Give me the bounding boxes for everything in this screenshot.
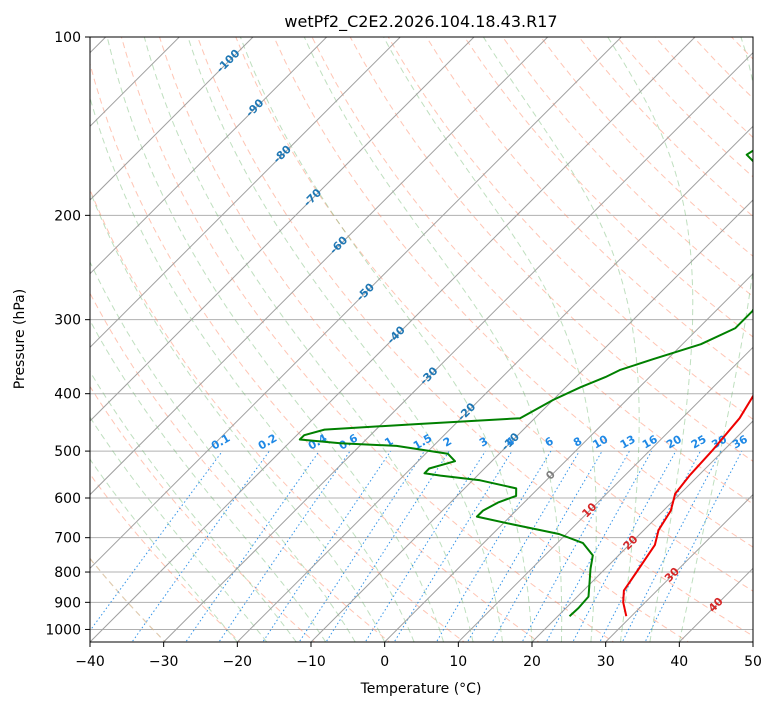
y-tick-label: 700 bbox=[54, 531, 81, 547]
isotherm bbox=[90, 37, 402, 349]
sounding-profiles bbox=[298, 149, 753, 617]
mixing-ratio-line bbox=[185, 450, 320, 642]
isotherm bbox=[90, 37, 475, 422]
dewpoint-profile bbox=[298, 149, 753, 617]
plot-area bbox=[90, 37, 753, 642]
moist-adiabats bbox=[90, 37, 753, 642]
mixing-ratio-line bbox=[393, 450, 513, 642]
x-tick-label: 20 bbox=[523, 654, 541, 670]
x-tick-label: −10 bbox=[296, 654, 326, 670]
isotherm bbox=[604, 493, 753, 642]
mixing-ratio-line bbox=[621, 450, 722, 642]
y-tick-label: 600 bbox=[54, 491, 81, 507]
mixing-ratio-line bbox=[218, 450, 351, 642]
dry-adiabat bbox=[311, 37, 753, 505]
moist-adiabat bbox=[383, 37, 597, 642]
isotherm bbox=[531, 420, 753, 642]
isotherm bbox=[383, 272, 753, 642]
moist-adiabat bbox=[187, 37, 503, 642]
moist-adiabat bbox=[90, 416, 268, 642]
mixing-ratio-line bbox=[262, 450, 392, 642]
moist-adiabat bbox=[90, 458, 238, 642]
moist-adiabat bbox=[106, 37, 445, 642]
y-tick-label: 200 bbox=[54, 208, 81, 224]
moist-adiabat bbox=[90, 260, 356, 642]
dry-adiabat bbox=[90, 385, 316, 642]
moist-adiabat bbox=[90, 370, 297, 642]
isotherm bbox=[90, 37, 549, 496]
plot-frame bbox=[89, 36, 754, 643]
plot-layers: -100-90-80-70-60-50-40-30-20-10010203040… bbox=[90, 37, 753, 642]
y-tick-label: 400 bbox=[54, 387, 81, 403]
x-tick-label: 10 bbox=[449, 654, 467, 670]
x-tick-label: 50 bbox=[744, 654, 762, 670]
x-axis-ticks: −40 −30 −20 −10 0 10 20 30 40 50 bbox=[75, 642, 762, 670]
x-tick-label: −30 bbox=[149, 654, 179, 670]
y-tick-label: 300 bbox=[54, 313, 81, 329]
mixing-ratio-line bbox=[131, 450, 270, 642]
x-tick-label: 30 bbox=[597, 654, 615, 670]
dry-adiabat bbox=[90, 62, 540, 642]
dry-adiabat bbox=[349, 37, 753, 462]
mixing-ratio-line bbox=[572, 450, 677, 642]
moist-adiabat bbox=[143, 37, 474, 642]
isotherm bbox=[457, 346, 753, 642]
moist-adiabat bbox=[90, 319, 327, 642]
dry-adiabat bbox=[273, 37, 753, 548]
x-tick-label: 40 bbox=[670, 654, 688, 670]
moist-adiabat bbox=[239, 37, 533, 642]
y-tick-label: 1000 bbox=[45, 622, 81, 638]
y-axis-ticks: 100 200 300 400 500 600 700 800 900 1000 bbox=[45, 30, 90, 638]
mixing-ratio-line bbox=[325, 450, 450, 642]
moist-adiabat bbox=[303, 37, 563, 642]
isotherm bbox=[90, 37, 254, 201]
isotherm bbox=[90, 37, 696, 642]
y-tick-label: 900 bbox=[54, 595, 81, 611]
isotherm bbox=[162, 51, 753, 642]
x-tick-label: −40 bbox=[75, 654, 105, 670]
chart-title: wetPf2_C2E2.2026.104.18.43.R17 bbox=[284, 12, 557, 32]
isotherm bbox=[310, 199, 753, 642]
dry-adiabat bbox=[159, 37, 690, 642]
y-tick-label: 800 bbox=[54, 565, 81, 581]
moist-adiabat bbox=[678, 37, 753, 642]
dry-adiabat bbox=[197, 37, 753, 637]
x-tick-label: −20 bbox=[223, 654, 253, 670]
mixing-ratio-line bbox=[298, 450, 425, 642]
isotherm bbox=[236, 125, 753, 642]
temperature-profile bbox=[622, 394, 753, 617]
dry-adiabat bbox=[90, 292, 391, 642]
dry-adiabat bbox=[90, 188, 465, 642]
mixing-ratio-line bbox=[90, 450, 223, 632]
moist-adiabat bbox=[607, 37, 694, 642]
isotherm bbox=[90, 37, 623, 570]
x-tick-label: 0 bbox=[380, 654, 389, 670]
moist-adiabat bbox=[482, 37, 640, 642]
pressure-gridlines bbox=[90, 37, 753, 630]
dry-adiabat bbox=[387, 37, 753, 420]
moist-adiabat bbox=[90, 189, 386, 642]
x-axis-title: Temperature (°C) bbox=[360, 681, 482, 697]
y-axis-title: Pressure (hPa) bbox=[12, 289, 28, 389]
mixing-ratio-line bbox=[599, 450, 701, 642]
mixing-ratio-line bbox=[466, 450, 580, 642]
dry-adiabats bbox=[90, 37, 753, 642]
isotherm bbox=[90, 37, 328, 275]
dry-adiabat bbox=[235, 37, 753, 592]
dry-adiabat bbox=[120, 37, 615, 642]
isotherms bbox=[90, 37, 753, 642]
dry-adiabat bbox=[90, 473, 241, 642]
y-tick-label: 100 bbox=[54, 30, 81, 46]
y-tick-label: 500 bbox=[54, 444, 81, 460]
isotherm bbox=[90, 37, 181, 128]
